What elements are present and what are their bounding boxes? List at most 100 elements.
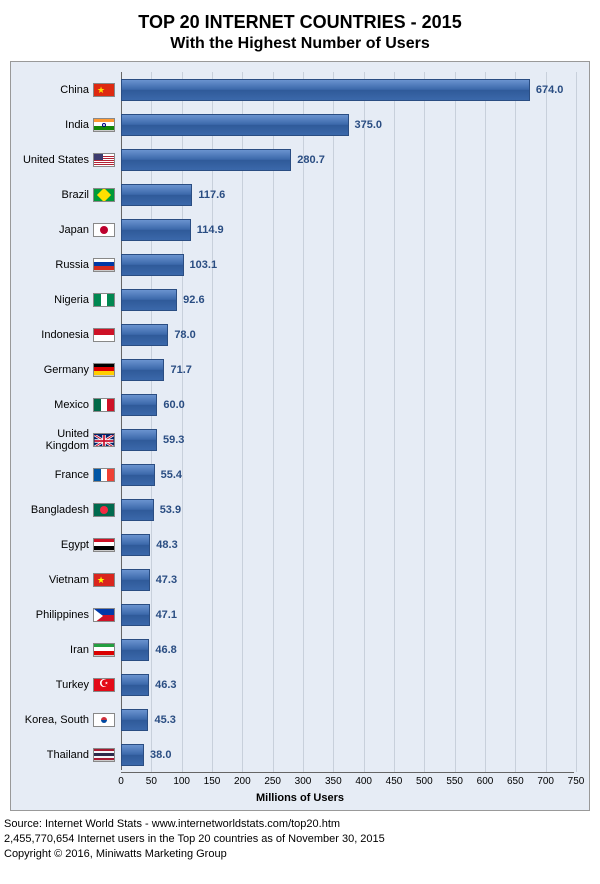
- footer-source: Source: Internet World Stats - www.inter…: [4, 817, 596, 832]
- x-tick-label: 250: [264, 776, 281, 787]
- chart-row: United States 280.7: [11, 142, 589, 177]
- flag-icon: [93, 363, 115, 377]
- country-label: India: [11, 119, 89, 131]
- chart-area: 0501001502002503003504004505005506006507…: [10, 61, 590, 811]
- country-label: Russia: [11, 259, 89, 271]
- x-tick-label: 150: [204, 776, 221, 787]
- country-label: Philippines: [11, 609, 89, 621]
- x-tick-label: 450: [386, 776, 403, 787]
- bar: [121, 289, 177, 311]
- flag-icon: [93, 118, 115, 132]
- bar: [121, 359, 164, 381]
- country-label: France: [11, 469, 89, 481]
- value-label: 280.7: [297, 154, 325, 166]
- bar: [121, 639, 149, 661]
- flag-icon: [93, 398, 115, 412]
- x-tick-label: 400: [355, 776, 372, 787]
- country-label: Mexico: [11, 399, 89, 411]
- chart-row: Turkey☪46.3: [11, 667, 589, 702]
- value-label: 55.4: [161, 469, 182, 481]
- chart-row: China★674.0: [11, 72, 589, 107]
- value-label: 46.3: [155, 679, 176, 691]
- x-tick-label: 50: [146, 776, 157, 787]
- flag-icon: [93, 328, 115, 342]
- value-label: 103.1: [190, 259, 218, 271]
- flag-icon: [93, 258, 115, 272]
- value-label: 46.8: [155, 644, 176, 656]
- bar: [121, 429, 157, 451]
- value-label: 47.3: [156, 574, 177, 586]
- country-label: Vietnam: [11, 574, 89, 586]
- bar: [121, 464, 155, 486]
- bar: [121, 79, 530, 101]
- flag-icon: [93, 713, 115, 727]
- bar: [121, 744, 144, 766]
- value-label: 59.3: [163, 434, 184, 446]
- bar: [121, 184, 192, 206]
- flag-icon: [93, 188, 115, 202]
- country-label: Iran: [11, 644, 89, 656]
- flag-icon: [93, 293, 115, 307]
- bar: [121, 569, 150, 591]
- bar: [121, 499, 154, 521]
- value-label: 60.0: [163, 399, 184, 411]
- x-tick-label: 100: [173, 776, 190, 787]
- bar: [121, 254, 184, 276]
- flag-icon: ★: [93, 83, 115, 97]
- value-label: 92.6: [183, 294, 204, 306]
- country-label: United Kingdom: [11, 428, 89, 452]
- chart-row: Korea, South 45.3: [11, 702, 589, 737]
- value-label: 47.1: [156, 609, 177, 621]
- chart-row: Germany 71.7: [11, 352, 589, 387]
- value-label: 45.3: [154, 714, 175, 726]
- chart-row: Iran 46.8: [11, 632, 589, 667]
- bar: [121, 324, 168, 346]
- value-label: 71.7: [170, 364, 191, 376]
- country-label: United States: [11, 154, 89, 166]
- value-label: 117.6: [198, 189, 225, 201]
- chart-row: Vietnam★47.3: [11, 562, 589, 597]
- flag-icon: [93, 433, 115, 447]
- flag-icon: [93, 468, 115, 482]
- bar: [121, 534, 150, 556]
- x-tick-label: 550: [446, 776, 463, 787]
- chart-footer: Source: Internet World Stats - www.inter…: [0, 811, 600, 862]
- chart-row: Japan114.9: [11, 212, 589, 247]
- bar: [121, 394, 157, 416]
- country-label: Thailand: [11, 749, 89, 761]
- footer-stat: 2,455,770,654 Internet users in the Top …: [4, 832, 596, 847]
- chart-header: TOP 20 INTERNET COUNTRIES - 2015 With th…: [0, 0, 600, 61]
- value-label: 53.9: [160, 504, 181, 516]
- x-axis: [121, 772, 574, 773]
- chart-row: Philippines 47.1: [11, 597, 589, 632]
- value-label: 78.0: [174, 329, 195, 341]
- country-label: Germany: [11, 364, 89, 376]
- flag-icon: [93, 153, 115, 167]
- flag-icon: [93, 503, 115, 517]
- country-label: Japan: [11, 224, 89, 236]
- x-tick-label: 300: [295, 776, 312, 787]
- bar: [121, 604, 150, 626]
- flag-icon: [93, 538, 115, 552]
- country-label: China: [11, 84, 89, 96]
- flag-icon: [93, 608, 115, 622]
- x-tick-label: 0: [118, 776, 124, 787]
- country-label: Bangladesh: [11, 504, 89, 516]
- x-tick-label: 600: [477, 776, 494, 787]
- country-label: Korea, South: [11, 714, 89, 726]
- x-tick-label: 700: [537, 776, 554, 787]
- chart-title: TOP 20 INTERNET COUNTRIES - 2015: [0, 12, 600, 33]
- chart-row: India 375.0: [11, 107, 589, 142]
- value-label: 38.0: [150, 749, 171, 761]
- chart-row: Indonesia78.0: [11, 317, 589, 352]
- chart-row: Russia 103.1: [11, 247, 589, 282]
- x-tick-label: 350: [325, 776, 342, 787]
- chart-row: Brazil117.6: [11, 177, 589, 212]
- chart-row: Nigeria92.6: [11, 282, 589, 317]
- chart-row: France 55.4: [11, 457, 589, 492]
- x-tick-label: 500: [416, 776, 433, 787]
- flag-icon: [93, 748, 115, 762]
- value-label: 375.0: [355, 119, 383, 131]
- value-label: 48.3: [156, 539, 177, 551]
- flag-icon: [93, 643, 115, 657]
